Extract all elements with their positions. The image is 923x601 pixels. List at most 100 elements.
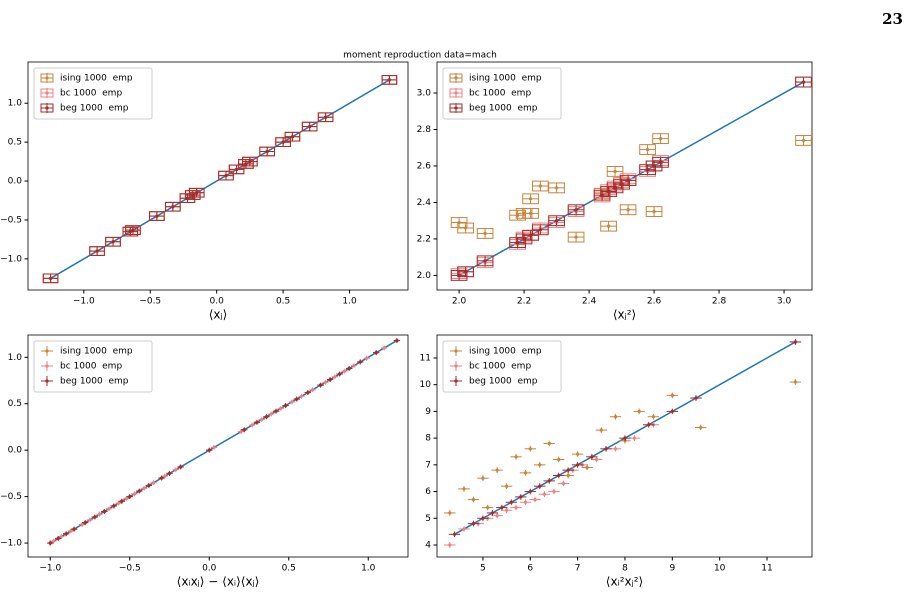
point	[658, 137, 663, 141]
point	[500, 505, 504, 510]
point	[195, 191, 199, 195]
legend-label: ising 1000 emp	[60, 74, 133, 84]
point	[191, 193, 195, 197]
legend-label: beg 1000 emp	[469, 377, 538, 387]
point	[538, 184, 542, 188]
point	[452, 532, 457, 536]
x-axis-label: ⟨xⱼ²⟩	[613, 308, 636, 322]
legend-label: bc 1000 emp	[469, 362, 531, 372]
point	[290, 135, 295, 139]
legend-marker	[45, 76, 49, 80]
x-tick-label: 6	[527, 564, 533, 574]
legend-marker	[45, 106, 49, 110]
point	[528, 197, 533, 201]
legend-label: beg 1000 emp	[469, 104, 538, 114]
point	[299, 394, 304, 398]
point	[269, 412, 273, 416]
point	[124, 496, 129, 501]
point	[801, 80, 806, 84]
y-tick-label: 2.6	[417, 161, 432, 171]
point	[554, 186, 559, 190]
legend-marker	[454, 379, 458, 383]
x-tick-label: −1.0	[39, 564, 61, 574]
point	[514, 455, 518, 459]
point	[250, 423, 254, 427]
point	[599, 428, 603, 432]
legend-box	[442, 67, 562, 120]
point	[387, 78, 391, 82]
page-number: 23	[882, 10, 903, 28]
point	[306, 390, 310, 395]
point	[374, 351, 378, 355]
point	[542, 492, 547, 496]
point	[97, 512, 102, 516]
point	[163, 474, 167, 478]
point	[519, 495, 523, 499]
point	[448, 543, 452, 547]
y-tick-label: 10	[420, 380, 432, 390]
point	[462, 487, 466, 491]
point	[155, 214, 159, 218]
x-tick-label: 0.5	[282, 564, 296, 574]
point	[131, 228, 135, 232]
y-tick-label: 2.0	[417, 271, 432, 281]
point	[112, 504, 116, 508]
point	[69, 529, 73, 533]
point	[311, 388, 315, 392]
point	[342, 369, 347, 373]
x-tick-label: 9	[669, 564, 675, 574]
y-tick-label: 6	[425, 487, 431, 497]
point	[471, 522, 476, 526]
point	[207, 448, 211, 452]
x-tick-label: 2.4	[582, 297, 597, 307]
point	[395, 338, 399, 343]
point	[102, 509, 106, 514]
point	[533, 497, 537, 502]
point	[239, 430, 243, 434]
x-tick-label: 2.8	[712, 297, 727, 307]
x-axis-label: ⟨xⱼ⟩	[209, 308, 228, 322]
point	[358, 360, 362, 364]
point	[382, 346, 386, 350]
point	[604, 447, 608, 451]
point	[594, 457, 599, 462]
x-tick-label: 3.0	[777, 297, 792, 307]
point	[328, 377, 332, 382]
x-tick-label: 2.0	[452, 297, 467, 307]
y-tick-label: 2.4	[417, 198, 432, 208]
point	[515, 213, 520, 217]
point	[80, 522, 84, 527]
legend-marker	[454, 364, 458, 368]
point	[613, 415, 618, 419]
point	[235, 167, 239, 171]
point	[471, 497, 476, 502]
point	[51, 539, 56, 543]
point	[481, 476, 485, 480]
y-tick-label: −0.5	[0, 215, 22, 225]
point	[576, 463, 580, 467]
point	[523, 471, 528, 475]
x-tick-label: 11	[761, 564, 772, 574]
y-tick-label: −1.0	[0, 254, 22, 264]
point	[505, 484, 509, 488]
point	[281, 140, 285, 144]
axes-frame	[27, 61, 409, 291]
legend-label: bc 1000 emp	[469, 89, 531, 99]
point	[647, 423, 651, 427]
point	[505, 508, 509, 512]
point	[323, 380, 327, 384]
point	[64, 532, 68, 536]
point	[137, 489, 141, 493]
point	[670, 409, 674, 414]
point	[48, 541, 52, 545]
point	[626, 178, 630, 183]
point	[566, 468, 570, 472]
point	[152, 481, 156, 485]
point	[318, 383, 323, 387]
point	[120, 499, 124, 503]
y-tick-label: 9	[425, 407, 431, 417]
legend-marker	[454, 349, 458, 353]
point	[159, 476, 164, 480]
point	[623, 436, 627, 440]
